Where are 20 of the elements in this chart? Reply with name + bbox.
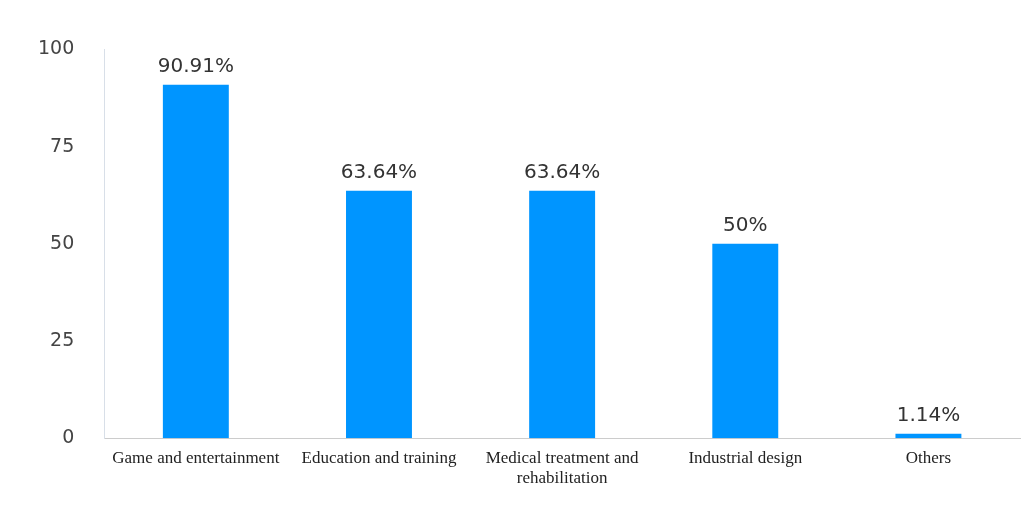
data-label: 63.64% (524, 158, 601, 183)
x-tick-label: Others (905, 447, 952, 467)
data-label: 50% (723, 212, 768, 236)
y-tick-label: 75 (50, 133, 75, 156)
data-label: 1.14% (896, 401, 961, 426)
y-tick-label: 100 (38, 36, 75, 59)
bar (895, 433, 962, 439)
y-tick-label: 50 (50, 230, 75, 253)
bar (162, 84, 229, 439)
bar (712, 243, 779, 439)
data-label: 90.91% (157, 52, 234, 77)
x-tick-label: Game and entertainment (112, 447, 280, 467)
bar (529, 190, 596, 439)
y-tick-label: 25 (50, 327, 75, 350)
bar (346, 190, 412, 439)
x-tick-label: Medical treatment and rehabilitation (485, 447, 640, 488)
x-tick-label: Education and training (301, 447, 457, 467)
x-tick-label: Industrial design (688, 447, 803, 467)
data-label: 63.64% (340, 158, 418, 183)
y-tick-label: 0 (62, 425, 75, 448)
